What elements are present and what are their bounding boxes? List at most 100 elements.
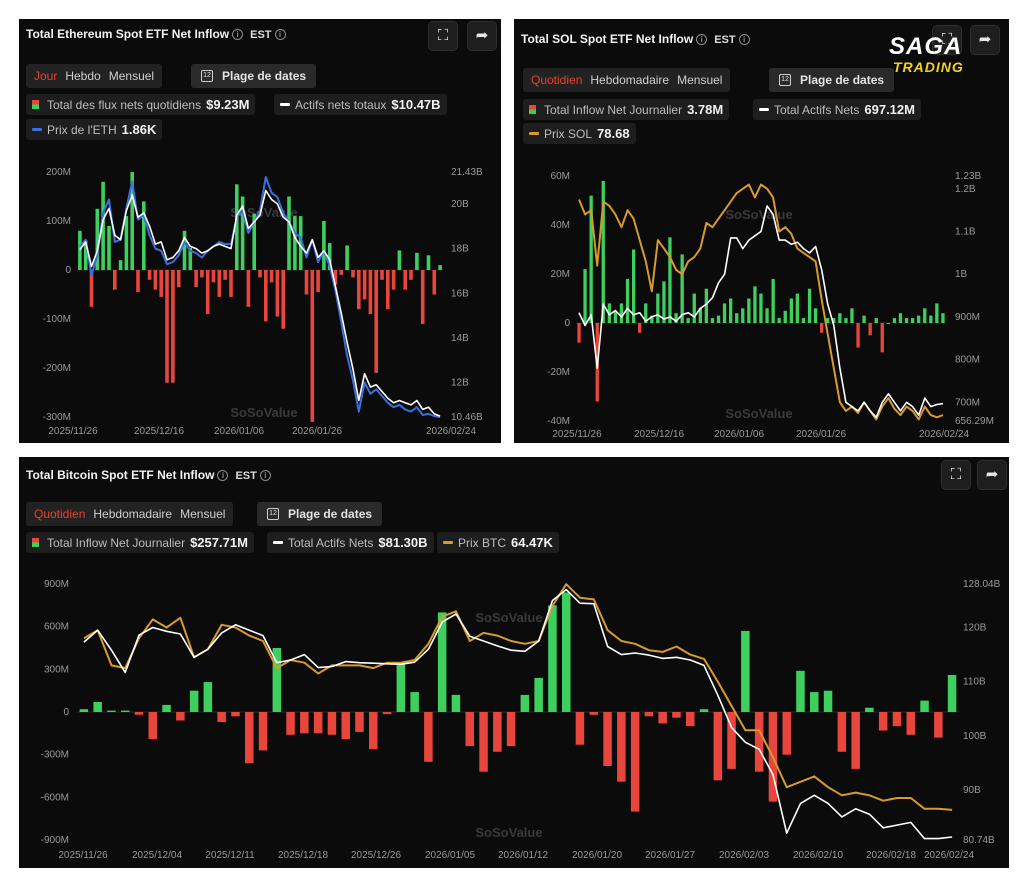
info-icon[interactable]: i (217, 470, 229, 481)
info-icon[interactable]: i (738, 34, 750, 45)
legend-assets[interactable]: Total Actifs Nets $81.30B (267, 532, 434, 553)
flow-bar (789, 298, 793, 323)
date-range-button[interactable]: 12 Plage de dates (257, 502, 383, 526)
flow-bar (229, 270, 233, 297)
sol-timezone[interactable]: EST (714, 34, 736, 46)
fullscreen-icon[interactable]: ⛶ (941, 460, 971, 490)
x-axis-label: 2026/02/10 (793, 850, 843, 861)
fullscreen-icon[interactable]: ⛶ (428, 21, 458, 51)
date-range-button[interactable]: 12 Plage de dates (191, 64, 317, 88)
legend-label: Prix de l'ETH (47, 122, 117, 137)
x-axis-label: 2026/01/20 (572, 850, 622, 861)
legend-assets[interactable]: Actifs nets totaux $10.47B (274, 94, 447, 115)
tab-day[interactable]: Quotidien (531, 73, 583, 87)
tab-day[interactable]: Quotidien (34, 507, 86, 521)
flow-bar (892, 712, 902, 727)
btc-chart[interactable]: SoSoValue SoSoValue 900M 600M 300M 0 -300M -600… (19, 457, 1009, 868)
fullscreen-icon[interactable]: ⛶ (932, 25, 962, 55)
flow-bar (240, 196, 245, 270)
left-axis-label: 0 (65, 265, 71, 276)
flow-bar (223, 270, 227, 280)
flow-bar (923, 308, 927, 323)
legend-value: $10.47B (391, 97, 441, 112)
tab-month[interactable]: Mensuel (108, 69, 155, 83)
flow-bar (275, 270, 280, 317)
left-axis-label: -20M (547, 367, 570, 378)
flow-bar (838, 313, 842, 323)
tab-week[interactable]: Hebdo (65, 69, 101, 83)
right-axis-label: 90B (963, 785, 981, 796)
flow-bar (583, 269, 587, 323)
flow-bar (630, 712, 640, 812)
legend-assets[interactable]: Total Actifs Nets 697.12M (753, 99, 921, 120)
info-icon[interactable]: i (274, 29, 286, 40)
line-swatch-icon (443, 541, 453, 544)
flow-bar (310, 270, 315, 422)
flow-bar (386, 270, 390, 310)
x-axis-label: 2025/12/11 (205, 850, 255, 861)
share-icon[interactable]: ➦ (970, 25, 1000, 55)
right-axis-label: 656.29M (955, 416, 994, 427)
date-range-button[interactable]: 12 Plage de dates (769, 68, 895, 92)
flow-bar (479, 712, 488, 772)
left-axis-label: -300M (41, 750, 69, 761)
tab-day[interactable]: Jour (34, 69, 58, 83)
x-axis-label: 2026/02/24 (919, 429, 969, 440)
x-axis-label: 2025/12/26 (351, 850, 401, 861)
flow-bar (130, 172, 134, 270)
flow-bar (235, 184, 239, 271)
flow-bar (692, 293, 696, 323)
legend-label: Total Inflow Net Journalier (47, 535, 186, 550)
legend-flows[interactable]: Total Inflow Net Journalier $257.71M (26, 532, 254, 553)
price-line (79, 176, 441, 418)
tab-month[interactable]: Mensuel (677, 73, 723, 87)
legend-label: Actifs nets totaux (295, 97, 387, 112)
flow-bar (380, 270, 384, 280)
btc-header: Total Bitcoin Spot ETF Net Inflow i EST i (26, 468, 271, 482)
flow-bar (823, 690, 833, 712)
flow-bar (391, 270, 396, 290)
eth-chart[interactable]: SoSoValueSoSoValue200M100M0-100M-200M-30… (19, 19, 501, 443)
right-axis-label: 700M (955, 397, 980, 408)
flow-bar (644, 303, 648, 323)
flow-bar (856, 323, 860, 348)
date-range-label: Plage de dates (800, 73, 885, 87)
legend-price[interactable]: Prix de l'ETH 1.86K (26, 119, 163, 140)
info-icon[interactable]: i (696, 34, 708, 45)
flow-bar (281, 270, 285, 329)
flow-bar (826, 318, 830, 323)
saga-trading-logo: SAGA TRADING (889, 35, 991, 79)
legend-price[interactable]: Prix SOL 78.68 (523, 123, 636, 144)
flow-bar (415, 252, 419, 270)
tab-week[interactable]: Hebdomadaire (590, 73, 670, 87)
legend-flows[interactable]: Total des flux nets quotidiens $9.23M (26, 94, 256, 115)
legend-label: Prix SOL (544, 126, 593, 141)
flow-bar (710, 318, 715, 323)
legend-value: 64.47K (511, 535, 553, 550)
flow-bar (313, 712, 323, 734)
tab-week[interactable]: Hebdomadaire (93, 507, 173, 521)
flow-bar (656, 293, 660, 323)
legend-price[interactable]: Prix BTC 64.47K (437, 532, 559, 553)
line-swatch-icon (529, 132, 539, 135)
info-icon[interactable]: i (259, 470, 271, 481)
flow-bar (741, 630, 750, 712)
x-axis-label: 2026/02/03 (719, 850, 769, 861)
share-icon[interactable]: ➦ (467, 21, 497, 51)
btc-timezone[interactable]: EST (235, 470, 257, 482)
share-icon[interactable]: ➦ (977, 460, 1007, 490)
legend-flows[interactable]: Total Inflow Net Journalier 3.78M (523, 99, 730, 120)
tab-month[interactable]: Mensuel (180, 507, 226, 521)
flow-bar (589, 195, 593, 323)
eth-timezone[interactable]: EST (250, 29, 272, 41)
flow-bar (807, 288, 812, 323)
watermark-text: SoSoValue (475, 825, 542, 840)
btc-panel: Total Bitcoin Spot ETF Net Inflow i EST i ⛶… (19, 457, 1009, 868)
flow-bar (796, 670, 805, 712)
flow-bar (316, 270, 320, 293)
flow-bar (713, 712, 723, 781)
flow-bar (625, 278, 630, 323)
sol-chart[interactable]: SoSoValue SoSoValue 60M 40M 20M 0 -20M -40M 1.23… (514, 19, 1009, 443)
left-axis-label: 40M (551, 220, 570, 231)
info-icon[interactable]: i (232, 29, 244, 40)
